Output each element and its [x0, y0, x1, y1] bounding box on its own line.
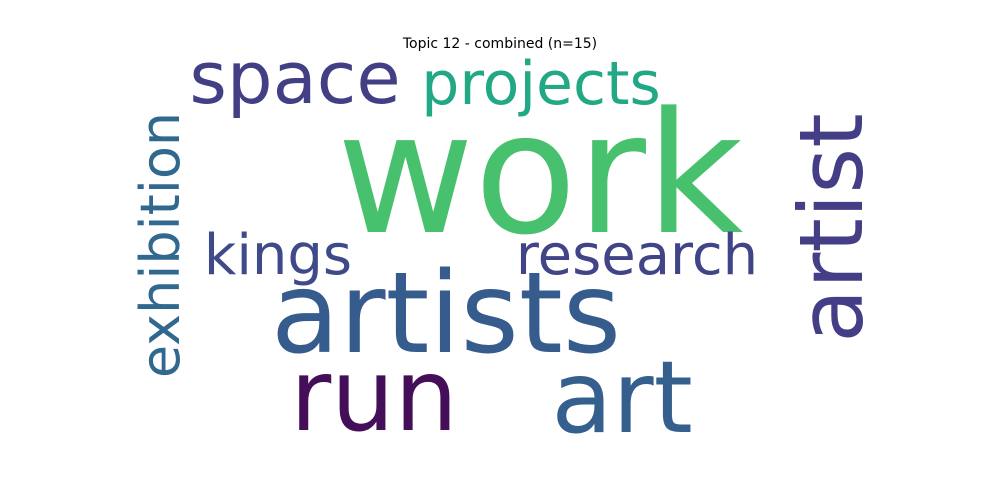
word-exhibition: exhibition [129, 112, 192, 378]
word-projects: projects [421, 49, 661, 119]
word-artists: artists [271, 249, 621, 379]
word-kings: kings [204, 223, 352, 288]
word-research: research [516, 223, 758, 288]
word-artist: artist [780, 113, 883, 342]
word-art: art [551, 339, 693, 456]
word-space: space [189, 36, 400, 120]
word-run: run [290, 337, 458, 454]
word-work: work [337, 76, 744, 272]
figure-title: Topic 12 - combined (n=15) [402, 36, 598, 52]
